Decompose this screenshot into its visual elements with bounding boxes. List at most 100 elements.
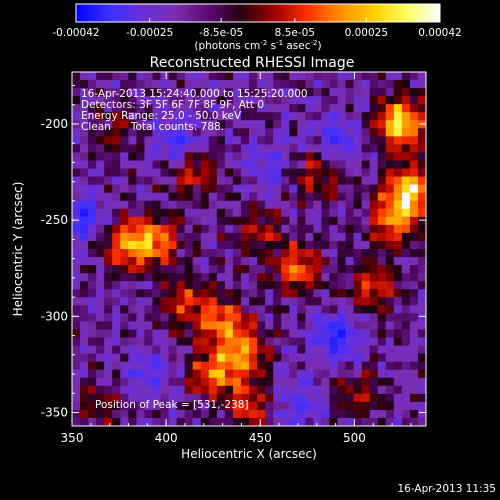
heatmap-cell — [80, 184, 89, 194]
heatmap-cell — [80, 297, 89, 306]
heatmap-cell — [353, 305, 363, 314]
heatmap-cell — [369, 176, 379, 186]
heatmap-cell — [273, 152, 282, 161]
heatmap-cell — [224, 144, 234, 153]
heatmap-cell — [281, 136, 290, 145]
heatmap-cell — [208, 273, 218, 282]
heatmap-cell — [265, 393, 274, 403]
heatmap-cell — [257, 265, 266, 274]
heatmap-cell — [385, 184, 395, 194]
colorbar-tick-label: 8.5e-05 — [275, 27, 315, 39]
heatmap-cell — [273, 297, 282, 306]
heatmap-cell — [88, 273, 97, 282]
heatmap-cell — [297, 176, 306, 186]
heatmap-cell — [96, 200, 105, 210]
heatmap-cell — [313, 216, 322, 226]
heatmap-cell — [184, 136, 194, 145]
heatmap-cell — [273, 232, 282, 242]
heatmap-cell — [192, 96, 202, 105]
heatmap-cell — [160, 72, 169, 81]
heatmap-cell — [168, 152, 177, 161]
heatmap-cell — [152, 417, 161, 427]
heatmap-cell — [305, 417, 314, 427]
heatmap-cell — [337, 144, 346, 153]
heatmap-cell — [345, 337, 354, 346]
heatmap-cell — [417, 329, 427, 338]
heatmap-cell — [353, 393, 363, 403]
heatmap-cell — [369, 200, 379, 210]
heatmap-cell — [265, 184, 274, 194]
heatmap-cell — [385, 200, 395, 210]
heatmap-cell — [305, 152, 314, 161]
heatmap-cell — [361, 176, 371, 186]
heatmap-cell — [160, 160, 169, 169]
heatmap-cell — [88, 128, 97, 137]
heatmap-cell — [249, 144, 258, 153]
heatmap-cell — [176, 128, 186, 137]
heatmap-cell — [200, 112, 210, 121]
heatmap-cell — [377, 321, 387, 330]
heatmap-cell — [216, 80, 226, 89]
heatmap-cell — [136, 297, 145, 306]
heatmap-cell — [208, 249, 218, 258]
heatmap-cell — [305, 385, 314, 395]
heatmap-cell — [176, 385, 186, 395]
heatmap-cell — [144, 176, 153, 186]
heatmap-cell — [168, 88, 177, 97]
heatmap-cell — [224, 385, 234, 395]
heatmap-cell — [393, 232, 403, 242]
heatmap-cell — [377, 257, 387, 266]
heatmap-cell — [120, 224, 129, 234]
heatmap-cell — [192, 321, 202, 330]
heatmap-cell — [232, 417, 242, 427]
heatmap-cell — [232, 409, 242, 419]
heatmap-cell — [136, 80, 145, 89]
heatmap-cell — [313, 152, 322, 161]
heatmap-cell — [273, 257, 282, 266]
heatmap-cell — [361, 112, 371, 121]
heatmap-cell — [353, 232, 363, 242]
heatmap-cell — [345, 273, 354, 282]
heatmap-cell — [160, 329, 169, 338]
heatmap-cell — [88, 152, 97, 161]
heatmap-cell — [393, 208, 403, 218]
heatmap-cell — [208, 152, 218, 161]
heatmap-cell — [152, 249, 161, 258]
heatmap-cell — [112, 176, 121, 186]
heatmap-cell — [208, 104, 218, 113]
heatmap-cell — [232, 216, 242, 226]
heatmap-cell — [240, 409, 250, 419]
heatmap-cell — [401, 321, 411, 330]
heatmap-cell — [160, 345, 169, 354]
heatmap-cell — [273, 104, 282, 113]
heatmap-cell — [409, 168, 419, 177]
heatmap-cell — [393, 385, 403, 395]
heatmap-cell — [393, 216, 403, 226]
heatmap-cell — [329, 112, 338, 121]
heatmap-cell — [265, 273, 274, 282]
heatmap-cell — [305, 345, 314, 354]
heatmap-cell — [128, 176, 137, 186]
heatmap-cell — [417, 184, 427, 194]
heatmap-cell — [353, 281, 363, 290]
heatmap-cell — [120, 377, 129, 387]
heatmap-cell — [232, 168, 242, 177]
heatmap-cell — [377, 208, 387, 218]
heatmap-cell — [313, 265, 322, 274]
heatmap-cell — [289, 128, 298, 137]
heatmap-cell — [112, 353, 121, 363]
heatmap-cell — [128, 160, 137, 169]
heatmap-cell — [297, 377, 306, 387]
heatmap-cell — [329, 313, 338, 322]
colorbar-units: (photons cm-2 s-1 asec-2) — [194, 39, 321, 52]
heatmap-cell — [409, 184, 419, 194]
heatmap-cell — [176, 232, 186, 242]
heatmap-cell — [192, 385, 202, 395]
heatmap-cell — [369, 72, 379, 81]
heatmap-cell — [337, 160, 346, 169]
heatmap-cell — [184, 128, 194, 137]
heatmap-cell — [393, 249, 403, 258]
heatmap-cell — [329, 136, 338, 145]
heatmap-cell — [249, 240, 258, 250]
heatmap-cell — [224, 305, 234, 314]
